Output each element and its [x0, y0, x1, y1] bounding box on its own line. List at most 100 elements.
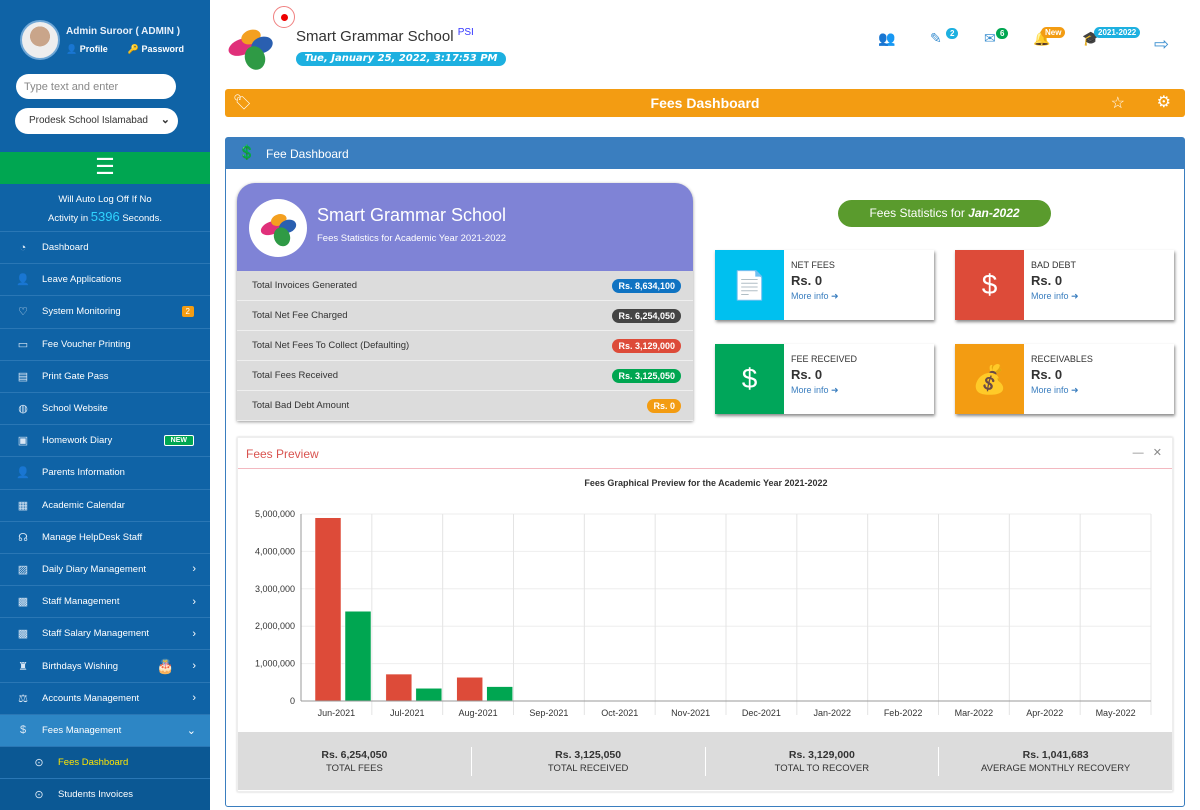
notifications-badge: New: [1041, 27, 1066, 38]
messages-badge: 6: [996, 28, 1009, 39]
more-info-link[interactable]: More info ➜: [791, 385, 839, 395]
stat-row: Total Fees Received Rs. 3,125,050: [237, 361, 693, 391]
id-card-icon: ▤: [17, 370, 29, 383]
sidebar-item-label: Fees Management: [42, 724, 122, 736]
profile-link[interactable]: 👤 Profile: [66, 44, 108, 54]
x-tick-label: Jul-2021: [390, 708, 425, 718]
new-badge: NEW: [163, 435, 194, 447]
card-school-name: Smart Grammar School: [317, 205, 507, 225]
sidebar-item-label: Manage HelpDesk Staff: [42, 531, 143, 543]
sidebar-item-system-monitoring[interactable]: ♡ System Monitoring 2: [0, 295, 210, 327]
user-edit-icon[interactable]: ✎: [930, 30, 942, 46]
x-tick-label: Jun-2021: [318, 708, 356, 718]
x-tick-label: Dec-2021: [742, 708, 781, 718]
password-link[interactable]: 🔑 Password: [127, 44, 184, 54]
headset-icon: ☊: [18, 531, 28, 544]
circle-play-icon: ⊙: [34, 757, 44, 770]
sidebar-item-print-gate-pass[interactable]: ▤ Print Gate Pass: [0, 359, 210, 392]
gears-icon[interactable]: ⚙: [1156, 94, 1171, 111]
hand-dollar-icon: $: [715, 344, 784, 414]
star-icon[interactable]: ☆: [1110, 95, 1125, 112]
x-tick-label: Mar-2022: [955, 708, 994, 718]
sidebar-subitem-fees-dashboard[interactable]: ⊙ Fees Dashboard: [0, 746, 210, 779]
sidebar-item-parents-information[interactable]: 👤 Parents Information: [0, 456, 210, 488]
user-clock-icon: 👤: [16, 274, 30, 287]
x-tick-label: Aug-2021: [459, 708, 498, 718]
sidebar-item-staff-management[interactable]: ▩ Staff Management ›: [0, 585, 210, 617]
sidebar-item-school-website[interactable]: ◍ School Website: [0, 391, 210, 424]
sidebar-item-daily-diary-management[interactable]: ▨ Daily Diary Management ›: [0, 552, 210, 585]
birthday-icon: ♜: [18, 660, 28, 673]
sidebar-item-staff-salary-management[interactable]: ▩ Staff Salary Management ›: [0, 617, 210, 649]
hamburger-icon: ☰: [95, 154, 115, 179]
avatar[interactable]: [20, 20, 60, 60]
voucher-icon: ▭: [17, 338, 29, 351]
money-bag-icon: 💰: [955, 344, 1024, 414]
sidebar-item-label: Fee Voucher Printing: [42, 338, 131, 350]
summary-item: Rs. 1,041,683 AVERAGE MONTHLY RECOVERY: [981, 748, 1131, 774]
datetime: Tue, January 25, 2022, 3:17:53 PM: [296, 52, 506, 66]
sidebar-item-fee-voucher-printing[interactable]: ▭ Fee Voucher Printing: [0, 327, 210, 360]
sidebar-item-label: Staff Management: [42, 596, 120, 608]
dollar-inbox-icon: $: [955, 250, 1024, 320]
chevron-icon: ›: [192, 563, 196, 576]
x-tick-label: Jan-2022: [813, 708, 851, 718]
sidebar-item-leave-applications[interactable]: 👤 Leave Applications: [0, 263, 210, 295]
sidebar-item-birthdays-wishing[interactable]: ♜ Birthdays Wishing 🎂 ›: [0, 649, 210, 681]
sidebar-subitem-students-invoices[interactable]: ⊙ Students Invoices: [0, 778, 210, 810]
more-info-link[interactable]: More info ➜: [1031, 291, 1079, 301]
sidebar-item-homework-diary[interactable]: ▣ Homework Diary NEW: [0, 424, 210, 456]
bar: [486, 686, 513, 702]
user-clock-icon[interactable]: 👥: [878, 30, 896, 46]
chevron-down-icon: ⌄: [160, 114, 170, 126]
birthday-cake-icon: 🎂: [156, 657, 174, 674]
summary-item: Rs. 3,125,050 TOTAL RECEIVED: [472, 746, 706, 776]
y-tick-label: 2,000,000: [255, 621, 295, 631]
chevron-icon: ›: [192, 595, 196, 608]
sidebar-item-label: System Monitoring: [42, 306, 121, 318]
chevron-icon: ⌄: [186, 724, 196, 737]
campus-select[interactable]: Prodesk School Islamabad ⌄: [15, 108, 178, 134]
more-info-link[interactable]: More info ➜: [1031, 385, 1079, 395]
session-badge[interactable]: 2021-2022: [1094, 27, 1141, 38]
logout-icon[interactable]: ⇨: [1154, 34, 1170, 54]
page-title: Fees Dashboard: [650, 95, 760, 111]
sidebar: Admin Suroor ( ADMIN ) 👤 Profile 🔑 Passwo…: [0, 0, 210, 810]
sidebar-search-input[interactable]: [16, 74, 176, 99]
x-tick-label: Apr-2022: [1026, 708, 1063, 718]
x-tick-label: Feb-2022: [884, 708, 923, 718]
record-icon[interactable]: [273, 6, 295, 28]
diary-icon: ▨: [17, 563, 29, 576]
bar: [314, 517, 342, 702]
accounts-icon: ⚖: [18, 692, 28, 705]
salary-icon: ▩: [17, 628, 29, 641]
sidebar-item-fees-management[interactable]: $ Fees Management ⌄: [0, 713, 210, 746]
stat-row: Total Bad Debt Amount Rs. 0: [237, 391, 693, 421]
x-tick-label: May-2022: [1096, 708, 1136, 718]
fees-summary: Rs. 6,254,050 TOTAL FEES Rs. 3,125,050 TOTA…: [238, 732, 1172, 790]
sidebar-item-label: Staff Salary Management: [42, 628, 150, 640]
menu-toggle-button[interactable]: ☰: [0, 152, 210, 184]
stat-row: Total Net Fees To Collect (Defaulting) Rs…: [237, 331, 693, 361]
dashboard-icon: ◔: [19, 241, 27, 254]
minimize-icon[interactable]: —: [1132, 447, 1144, 459]
sidebar-item-manage-helpdesk-staff[interactable]: ☊ Manage HelpDesk Staff: [0, 520, 210, 553]
sidebar-item-accounts-management[interactable]: ⚖ Accounts Management ›: [0, 681, 210, 714]
close-icon[interactable]: ✕: [1152, 447, 1162, 459]
sidebar-item-label: School Website: [42, 403, 108, 415]
globe-icon: ◍: [18, 403, 28, 416]
user-icon: 👤: [16, 467, 30, 480]
circle-play-icon: ⊙: [34, 789, 44, 802]
envelope-icon[interactable]: ✉: [984, 30, 996, 46]
sidebar-item-academic-calendar[interactable]: ▦ Academic Calendar: [0, 488, 210, 521]
more-info-link[interactable]: More info ➜: [791, 291, 839, 301]
sidebar-item-label: Dashboard: [42, 242, 89, 254]
bar: [415, 688, 443, 702]
amount-badge: Rs. 6,254,050: [612, 308, 681, 323]
invoice-dollar-icon: 📄: [715, 250, 784, 320]
panel-title: Fee Dashboard: [266, 147, 349, 161]
summary-item: Rs. 6,254,050 TOTAL FEES: [238, 746, 472, 776]
user-name: Admin Suroor ( ADMIN ): [66, 26, 181, 37]
sidebar-item-dashboard[interactable]: ◔ Dashboard: [0, 231, 210, 263]
y-tick-label: 3,000,000: [255, 584, 295, 594]
